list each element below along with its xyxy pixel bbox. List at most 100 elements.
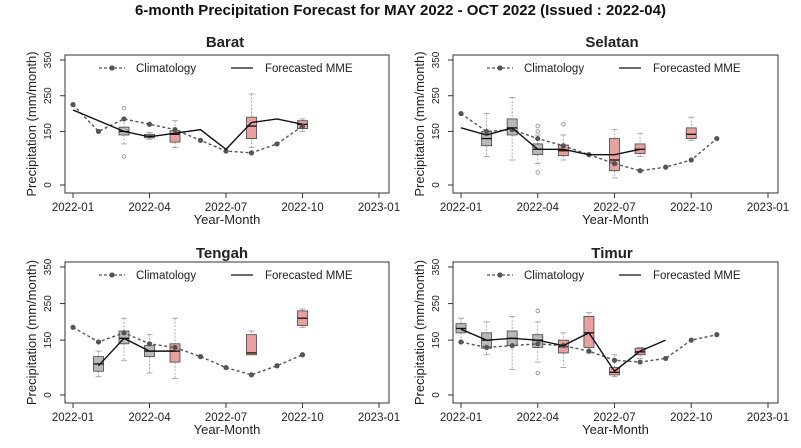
climatology-point <box>197 354 204 360</box>
climatology-point <box>560 143 566 149</box>
x-tick-label: 2022-04 <box>128 202 171 214</box>
climatology-point <box>637 168 643 174</box>
x-tick-label: 2023-01 <box>358 202 400 214</box>
y-axis-label: Precipitation (mm/month) <box>24 260 39 405</box>
y-tick-label: 0 <box>43 182 54 188</box>
box-2022-10 <box>685 116 697 141</box>
box-outlier <box>535 370 540 376</box>
climatology-point <box>248 372 255 378</box>
climatology-point <box>509 343 515 349</box>
legend-climatology-label: Climatology <box>524 270 584 282</box>
climatology-point <box>688 157 694 163</box>
box-2022-08 <box>634 132 646 157</box>
climatology-point <box>586 348 592 354</box>
x-tick-label: 2022-04 <box>517 412 560 424</box>
climatology-point <box>172 344 178 351</box>
y-axis-label: Precipitation (mm/month) <box>412 51 427 196</box>
box-outlier <box>561 122 566 127</box>
climatology-point <box>95 128 102 135</box>
y-tick-label: 350 <box>43 258 54 275</box>
x-tick-label: 2023-01 <box>358 412 400 424</box>
plot-frame <box>452 54 779 194</box>
legend-mme-label: Forecasted MME <box>653 63 741 75</box>
x-tick-label: 2022-10 <box>670 202 712 214</box>
climatology-point <box>663 164 669 170</box>
climatology-point <box>248 150 255 156</box>
climatology-point <box>146 341 153 347</box>
x-tick-label: 2022-10 <box>670 412 712 424</box>
box-2022-03 <box>506 315 518 370</box>
climatology-point <box>483 128 490 135</box>
x-tick-label: 2022-10 <box>281 412 323 424</box>
y-tick-label: 250 <box>43 295 54 312</box>
climatology-point <box>688 337 694 343</box>
climatology-point <box>299 123 306 129</box>
y-tick-label: 150 <box>43 331 54 348</box>
figure-title: 6-month Precipitation Forecast for MAY 2… <box>134 2 666 19</box>
box-2022-05 <box>557 122 569 161</box>
y-axis-label: Precipitation (mm/month) <box>24 51 39 196</box>
box-body <box>506 118 518 136</box>
climatology-point <box>714 332 720 338</box>
x-tick-label: 2022-01 <box>52 412 94 424</box>
panel-title: Tengah <box>196 245 248 262</box>
legend-climatology-marker <box>497 65 503 71</box>
plot-frame <box>64 54 390 194</box>
climatology-point <box>70 324 76 330</box>
box-2022-10 <box>297 308 308 328</box>
panel-title: Barat <box>206 34 244 51</box>
legend-climatology-marker <box>109 65 115 71</box>
x-tick-label: 2022-07 <box>205 412 247 424</box>
x-tick-label: 2022-10 <box>281 202 323 214</box>
box-body <box>685 127 697 139</box>
climatology-point <box>70 102 76 108</box>
mme-line <box>460 328 666 373</box>
climatology-line <box>460 112 718 172</box>
legend-climatology-label: Climatology <box>136 270 196 282</box>
climatology-line <box>72 104 303 154</box>
legend-climatology-marker <box>497 272 503 278</box>
x-tick-label: 2023-01 <box>747 202 789 214</box>
legend-mme-label: Forecasted MME <box>265 63 353 75</box>
box-2022-02 <box>93 350 104 378</box>
plot-frame <box>64 261 390 404</box>
panel-barat: Barat 0 150 250 350 2022-01 2022-04 2022-07 2022… <box>24 34 400 227</box>
y-tick-label: 250 <box>431 87 442 104</box>
climatology-point <box>223 148 229 154</box>
x-axis-label: Year-Month <box>194 212 261 227</box>
y-tick-label: 250 <box>431 295 442 312</box>
climatology-point <box>458 110 464 117</box>
climatology-point <box>274 363 280 369</box>
legend-climatology-label: Climatology <box>524 63 584 75</box>
y-tick-label: 250 <box>43 87 54 104</box>
box-outlier <box>121 106 127 111</box>
x-tick-label: 2022-07 <box>593 412 635 424</box>
box-body <box>583 315 595 348</box>
climatology-point <box>663 355 669 362</box>
box-body <box>169 343 181 363</box>
box-outlier <box>535 129 540 134</box>
legend-mme-label: Forecasted MME <box>265 270 353 282</box>
climatology-point <box>121 330 127 336</box>
y-tick-label: 0 <box>431 182 442 188</box>
box-outlier <box>535 123 540 129</box>
y-tick-label: 0 <box>431 392 442 398</box>
climatology-point <box>483 344 490 351</box>
box-2022-08 <box>246 93 257 148</box>
climatology-point <box>611 160 618 167</box>
climatology-point <box>611 357 618 363</box>
climatology-point <box>274 141 280 147</box>
y-tick-label: 350 <box>431 51 442 68</box>
mme-line <box>72 109 303 151</box>
climatology-point <box>197 137 204 143</box>
y-tick-label: 150 <box>43 123 54 140</box>
box-2022-02 <box>481 113 492 157</box>
climatology-point <box>121 116 127 122</box>
mme-line <box>460 127 641 156</box>
x-axis-label: Year-Month <box>582 212 649 227</box>
panel-tengah: Tengah 0 150 250 350 2022-01 2022-04 2022-07 202… <box>24 245 400 437</box>
x-tick-label: 2022-04 <box>517 202 560 214</box>
box-2022-05 <box>557 332 569 368</box>
